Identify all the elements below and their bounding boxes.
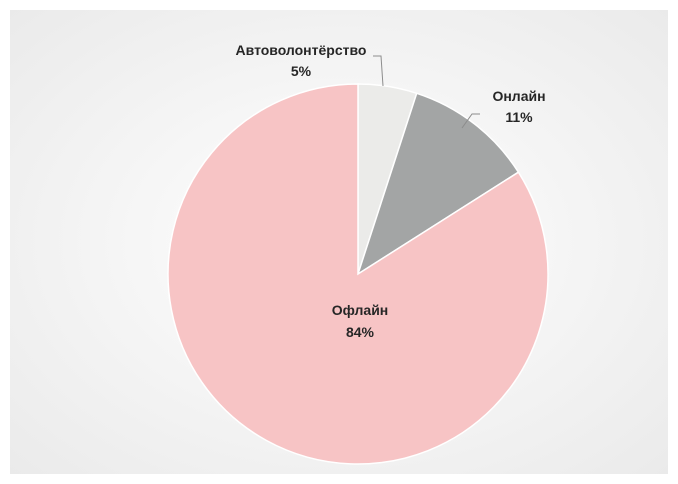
slice-value-online: 11% xyxy=(505,109,533,125)
slice-value-offline: 84% xyxy=(346,324,375,340)
slice-online xyxy=(356,92,520,276)
leader-line-online xyxy=(461,113,480,129)
leader-line-autovolunteering xyxy=(373,55,384,87)
slice-label-offline: Офлайн xyxy=(332,302,389,318)
slice-label-autovolunteering: Автоволонтёрство xyxy=(236,42,367,58)
slice-value-autovolunteering: 5% xyxy=(291,63,312,79)
pie-slices xyxy=(167,83,549,465)
leader-lines xyxy=(373,55,480,129)
pie-chart: Автоволонтёрство 5% Онлайн 11% Офлайн 84… xyxy=(10,10,668,474)
slice-offline xyxy=(167,83,549,465)
chart-area: Автоволонтёрство 5% Онлайн 11% Офлайн 84… xyxy=(10,10,668,474)
slice-label-online: Онлайн xyxy=(492,88,545,104)
